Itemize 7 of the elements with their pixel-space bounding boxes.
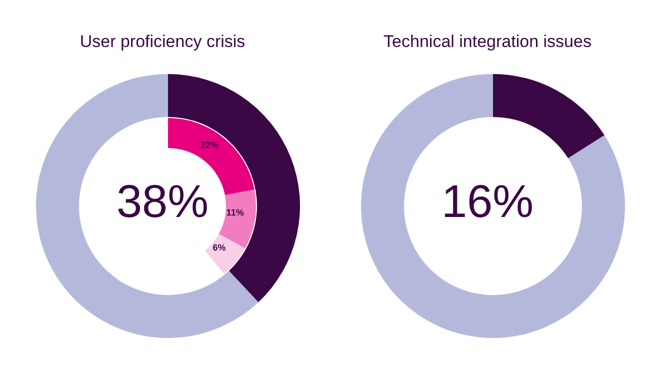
chart-title: Technical integration issues [382, 32, 592, 52]
chart-title: User proficiency crisis [78, 32, 246, 52]
text: 16% [440, 174, 535, 229]
text: 38% [116, 175, 209, 227]
data-label: 22% [200, 140, 219, 150]
data-label: 11% [226, 207, 244, 218]
data-label: 6% [212, 242, 226, 253]
